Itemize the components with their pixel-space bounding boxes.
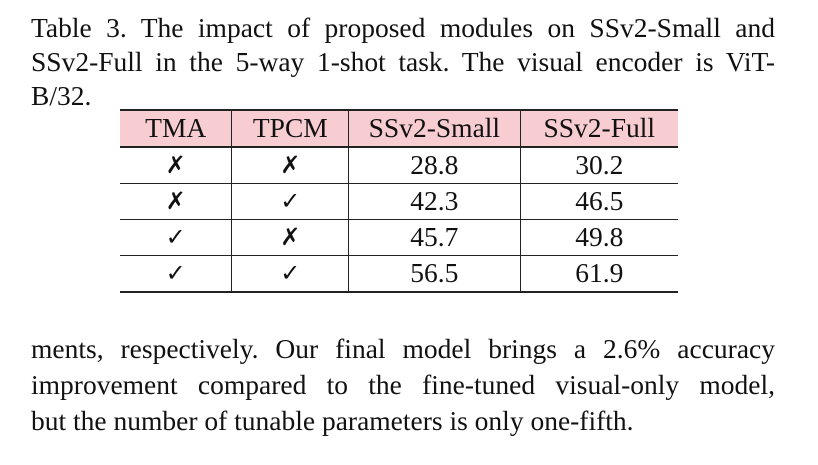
body-line-2: improvement compared to the fine-tuned v… — [31, 369, 775, 400]
tpcm-mark: ✗ — [231, 147, 349, 184]
table-row: ✗ ✗ 28.8 30.2 — [120, 147, 678, 184]
header-tma: TMA — [120, 109, 232, 148]
tpcm-mark: ✓ — [231, 183, 349, 220]
tma-mark: ✓ — [120, 219, 232, 256]
ssv2-small-value: 28.8 — [348, 147, 520, 184]
header-ssv2-full: SSv2-Full — [519, 109, 678, 148]
ssv2-small-value: 45.7 — [348, 219, 520, 256]
header-tpcm: TPCM — [231, 109, 349, 148]
ssv2-small-value: 56.5 — [348, 255, 520, 293]
ablation-table: TMA TPCM SSv2-Small SSv2-Full ✗ ✗ 28.8 3… — [120, 109, 678, 293]
tma-mark: ✗ — [120, 147, 232, 184]
body-line-3: but the number of tunable parameters is … — [31, 405, 634, 436]
table-row: ✓ ✗ 45.7 49.8 — [120, 219, 678, 256]
ssv2-full-value: 61.9 — [519, 255, 678, 293]
table-row: ✓ ✓ 56.5 61.9 — [120, 255, 678, 293]
tma-mark: ✓ — [120, 255, 232, 293]
ssv2-full-value: 46.5 — [519, 183, 678, 220]
caption-line-2: SSv2-Full in the 5-way 1-shot task. The … — [31, 46, 775, 77]
body-line-1: ments, respectively. Our final model bri… — [31, 333, 775, 364]
table-caption: Table 3. The impact of proposed modules … — [31, 11, 775, 113]
caption-line-3: B/32. — [31, 80, 92, 111]
body-paragraph: ments, respectively. Our final model bri… — [31, 331, 775, 439]
ssv2-full-value: 49.8 — [519, 219, 678, 256]
header-ssv2-small: SSv2-Small — [348, 109, 520, 148]
tpcm-mark: ✗ — [231, 219, 349, 256]
table-header-row: TMA TPCM SSv2-Small SSv2-Full — [120, 109, 678, 148]
ssv2-full-value: 30.2 — [519, 147, 678, 184]
tma-mark: ✗ — [120, 183, 232, 220]
caption-line-1: Table 3. The impact of proposed modules … — [31, 12, 775, 43]
ssv2-small-value: 42.3 — [348, 183, 520, 220]
table-row: ✗ ✓ 42.3 46.5 — [120, 183, 678, 220]
tpcm-mark: ✓ — [231, 255, 349, 293]
